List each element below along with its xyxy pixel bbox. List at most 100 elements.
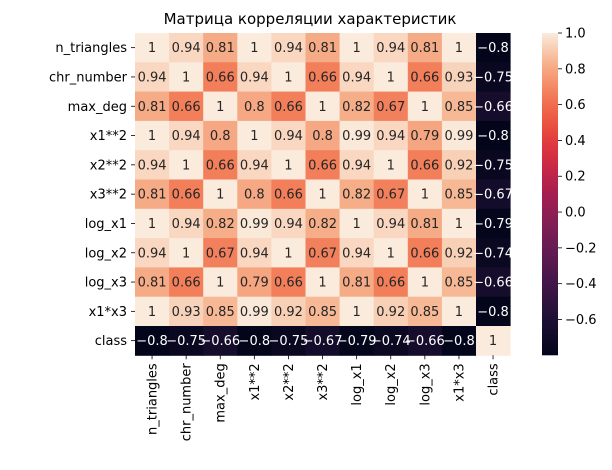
cell-value-label: 1 <box>148 41 156 56</box>
cell-value-label: 0.94 <box>274 129 303 144</box>
heatmap-cell-x3**2-max_deg <box>203 179 238 210</box>
heatmap-cell-x2**2-log_x1 <box>339 150 375 180</box>
heatmap-cell-log_x2-n_triangles <box>135 238 170 268</box>
cell-value-label: 0.66 <box>410 70 439 85</box>
heatmap-cell-log_x1-x1**2 <box>237 208 272 239</box>
heatmap-cell-x2**2-log_x2 <box>373 150 409 180</box>
heatmap-cell-n_triangles-x1**2 <box>237 33 272 63</box>
cell-value-label: 0.94 <box>274 217 303 232</box>
cell-value-label: 0.79 <box>240 276 269 291</box>
cell-value-label: 0.85 <box>444 188 473 203</box>
cell-value-label: 0.66 <box>206 158 235 173</box>
heatmap-cell-log_x3-x3**2 <box>305 267 341 298</box>
heatmap-cell-class-x3**2 <box>305 326 341 356</box>
heatmap-cell-x1**2-n_triangles <box>135 120 170 151</box>
colorbar-tick-label: 0.4 <box>565 134 586 149</box>
cell-value-label: 1 <box>284 70 292 85</box>
x-tick-label-x3**2: x3**2 <box>316 363 331 400</box>
cell-value-label: 0.94 <box>240 158 269 173</box>
cell-value-label: 0.66 <box>206 70 235 85</box>
cell-value-label: 0.92 <box>444 246 473 261</box>
heatmap-cell-chr_number-n_triangles <box>135 62 170 93</box>
heatmap-cell-chr_number-x1*x3 <box>441 62 477 93</box>
heatmap-cell-log_x2-x1**2 <box>237 238 272 268</box>
heatmap-cell-x3**2-x1*x3 <box>441 179 477 210</box>
cell-value-label: 1 <box>148 305 156 320</box>
cell-value-label: 1 <box>250 41 258 56</box>
cell-value-label: 0.8 <box>244 100 265 115</box>
heatmap-cell-x2**2-log_x3 <box>407 150 443 180</box>
heatmap-cell-log_x3-max_deg <box>203 267 238 298</box>
cell-value-label: 0.8 <box>244 188 265 203</box>
heatmap-cell-log_x3-log_x2 <box>373 267 409 298</box>
cell-value-label: −0.75 <box>269 334 309 349</box>
cell-value-label: 1 <box>318 100 326 115</box>
heatmap-cell-x1*x3-n_triangles <box>135 296 170 327</box>
heatmap-cell-x2**2-max_deg <box>203 150 238 180</box>
cell-value-label: 0.66 <box>274 100 303 115</box>
cell-value-label: −0.75 <box>166 334 206 349</box>
heatmap-cell-chr_number-log_x3 <box>407 62 443 93</box>
cell-value-label: 0.92 <box>274 305 303 320</box>
y-tick-label-class: class <box>95 334 127 349</box>
cell-value-label: 0.94 <box>342 246 371 261</box>
heatmap-cell-max_deg-class <box>476 91 511 122</box>
heatmap-cell-x1**2-x1*x3 <box>441 120 477 151</box>
heatmap-cell-max_deg-log_x3 <box>407 91 443 122</box>
cell-value-label: 0.94 <box>172 217 201 232</box>
cell-value-label: 0.66 <box>308 158 337 173</box>
cell-value-label: 1 <box>387 70 395 85</box>
heatmap-cell-chr_number-x3**2 <box>305 62 341 93</box>
heatmap-cell-class-class <box>476 326 511 356</box>
heatmap-cell-x2**2-n_triangles <box>135 150 170 180</box>
heatmap-cell-x1*x3-chr_number <box>169 296 204 327</box>
heatmap-cell-x3**2-class <box>476 179 511 210</box>
heatmap-cell-chr_number-log_x2 <box>373 62 409 93</box>
cell-value-label: 0.8 <box>312 129 333 144</box>
heatmap-cell-chr_number-class <box>476 62 511 93</box>
heatmap-cell-log_x3-x1*x3 <box>441 267 477 298</box>
cell-value-label: 0.94 <box>172 41 201 56</box>
cell-value-label: 0.66 <box>410 246 439 261</box>
y-tick-label-x1**2: x1**2 <box>90 129 127 144</box>
cell-value-label: −0.66 <box>473 100 513 115</box>
colorbar-tick-label: 0.2 <box>565 170 586 185</box>
cell-value-label: −0.74 <box>371 334 411 349</box>
heatmap-cell-chr_number-x1**2 <box>237 62 272 93</box>
cell-value-label: 0.8 <box>210 129 231 144</box>
cell-value-label: −0.8 <box>477 305 509 320</box>
heatmap-cell-x3**2-chr_number <box>169 179 204 210</box>
heatmap-cell-n_triangles-max_deg <box>203 33 238 63</box>
colorbar-tick-label: −0.6 <box>565 313 597 328</box>
heatmap-cell-x1**2-max_deg <box>203 120 238 151</box>
cell-value-label: 0.82 <box>206 217 235 232</box>
cell-value-label: 0.67 <box>376 188 405 203</box>
cell-value-label: 0.66 <box>172 100 201 115</box>
cell-value-label: 0.93 <box>172 305 201 320</box>
heatmap-cell-n_triangles-x3**2 <box>305 33 341 63</box>
heatmap-cell-class-max_deg <box>203 326 238 356</box>
heatmap-cell-log_x1-log_x1 <box>339 208 375 239</box>
heatmap-cell-chr_number-chr_number <box>169 62 204 93</box>
y-tick-label-x3**2: x3**2 <box>90 188 127 203</box>
heatmap-cell-log_x3-class <box>476 267 511 298</box>
colorbar-tick-label: −0.4 <box>565 277 597 292</box>
cell-value-label: 0.92 <box>376 305 405 320</box>
heatmap-cell-x1*x3-log_x3 <box>407 296 443 327</box>
heatmap-cell-log_x2-max_deg <box>203 238 238 268</box>
heatmap-cell-x2**2-x2**2 <box>271 150 306 180</box>
y-tick-label-log_x1: log_x1 <box>85 217 127 232</box>
cell-value-label: 1 <box>182 246 190 261</box>
cell-value-label: 0.66 <box>172 188 201 203</box>
heatmap-cell-log_x1-max_deg <box>203 208 238 239</box>
cell-value-label: 1 <box>148 129 156 144</box>
heatmap-cell-x3**2-x2**2 <box>271 179 306 210</box>
cell-value-label: −0.66 <box>473 276 513 291</box>
x-tick-label-n_triangles: n_triangles <box>146 363 161 435</box>
heatmap-cell-x3**2-x3**2 <box>305 179 341 210</box>
x-tick-label-log_x1: log_x1 <box>350 363 365 405</box>
colorbar: −0.6 −0.4 −0.2 0.0 0.2 0.4 0.6 0.8 1.0 <box>542 27 597 356</box>
heatmap-cell-x1*x3-x1*x3 <box>441 296 477 327</box>
cell-value-label: 1 <box>250 129 258 144</box>
heatmap-cell-x3**2-x1**2 <box>237 179 272 210</box>
